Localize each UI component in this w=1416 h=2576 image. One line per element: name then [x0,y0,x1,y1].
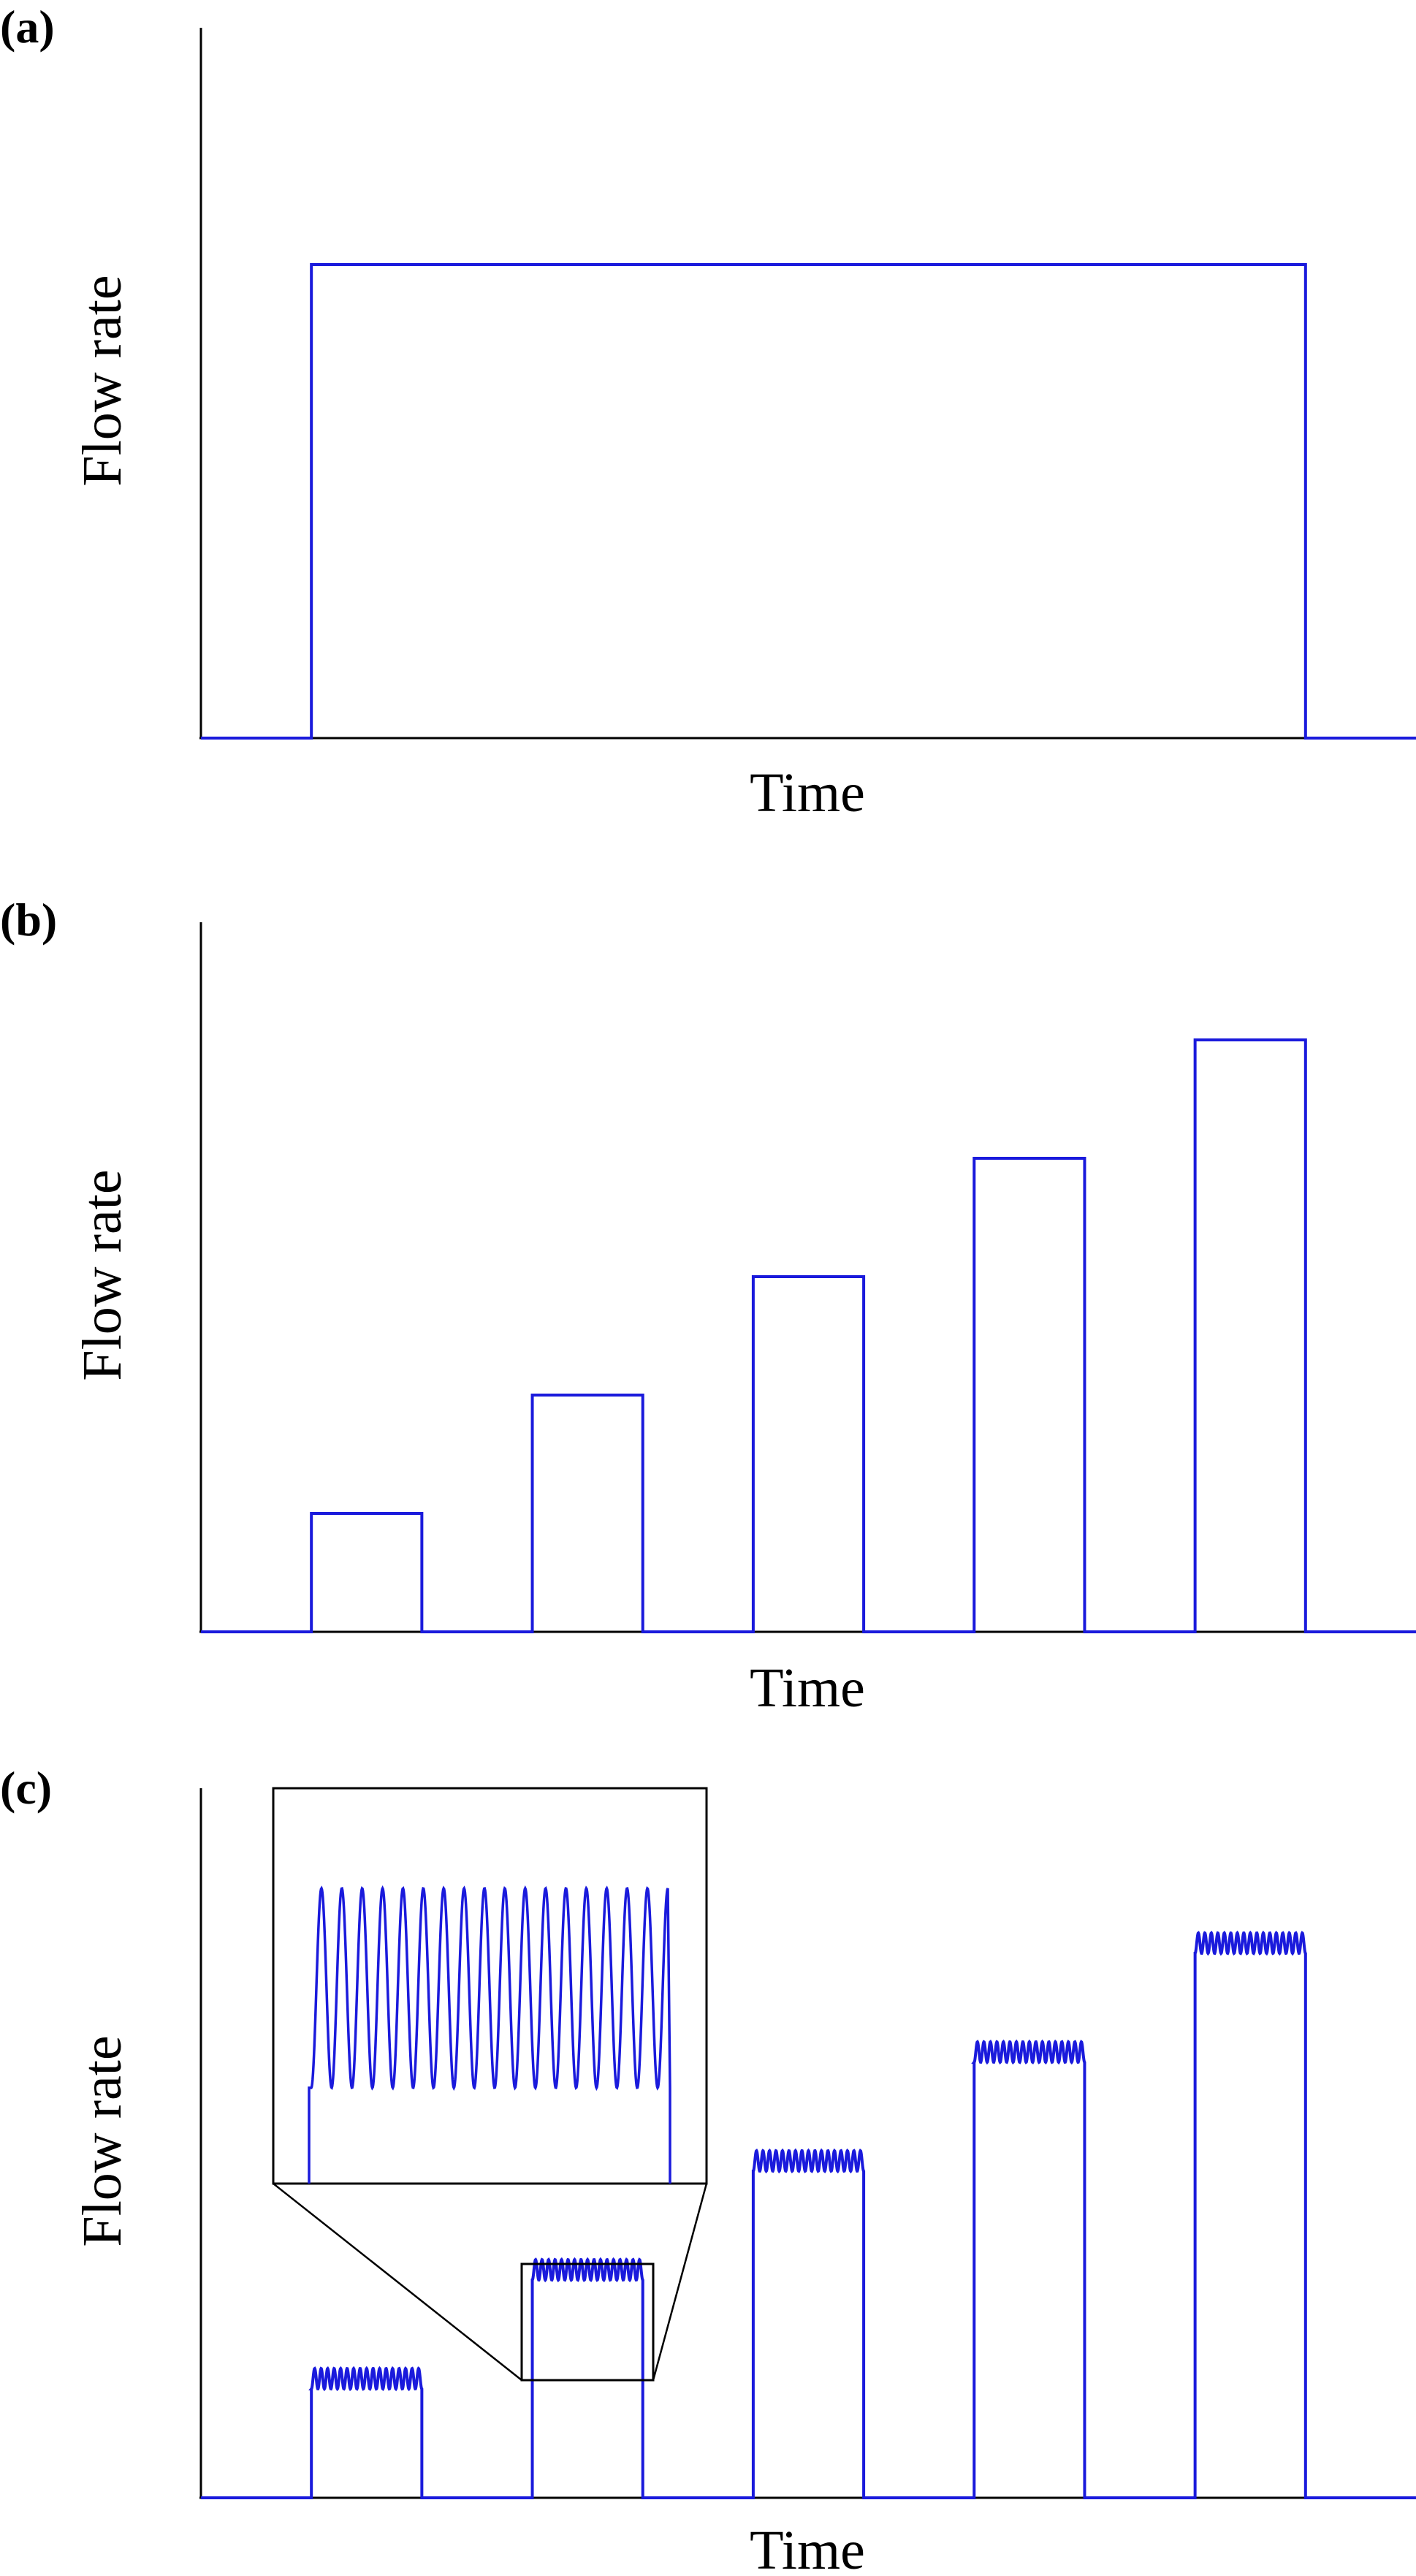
panel-label: (a) [0,1,55,53]
x-axis-label: Time [750,762,865,824]
x-axis-label: Time [750,1657,865,1719]
y-axis-label: Flow rate [72,1169,133,1380]
y-axis-label: Flow rate [72,2035,133,2246]
series-layer [201,263,1416,740]
series-layer [201,1930,1416,2499]
inset-series-line [308,1885,671,2184]
panel-label: (b) [0,894,57,946]
flow-series-line [201,1930,1416,2499]
zoom-connector [652,2183,708,2381]
flow-series-line [201,263,1416,740]
x-axis-label: Time [750,2520,865,2576]
panel-c: (c) Flow rate Time [0,1762,1416,2576]
inset-series-layer [308,1885,671,2184]
zoom-connector [273,2183,522,2381]
panel-label: (c) [0,1762,52,1814]
panel-a: (a) Flow rate Time [0,1,1416,824]
panel-b: (b) Flow rate Time [0,894,1416,1719]
y-axis-label: Flow rate [72,275,133,486]
zoom-source-box [520,2262,655,2382]
flow-series-line [201,1038,1416,1633]
series-layer [201,1038,1416,1633]
